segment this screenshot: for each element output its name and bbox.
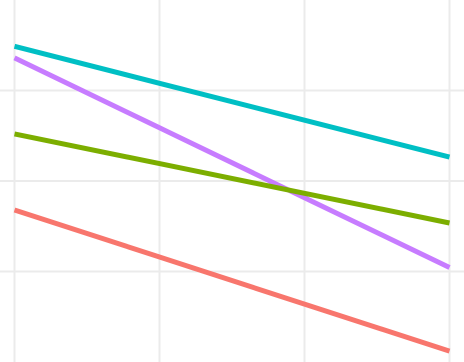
series-line-2	[13, 55, 451, 270]
series-line-3	[13, 131, 451, 226]
series-line-1	[13, 43, 451, 160]
series-lines	[13, 43, 451, 354]
series-line-4	[13, 207, 451, 354]
